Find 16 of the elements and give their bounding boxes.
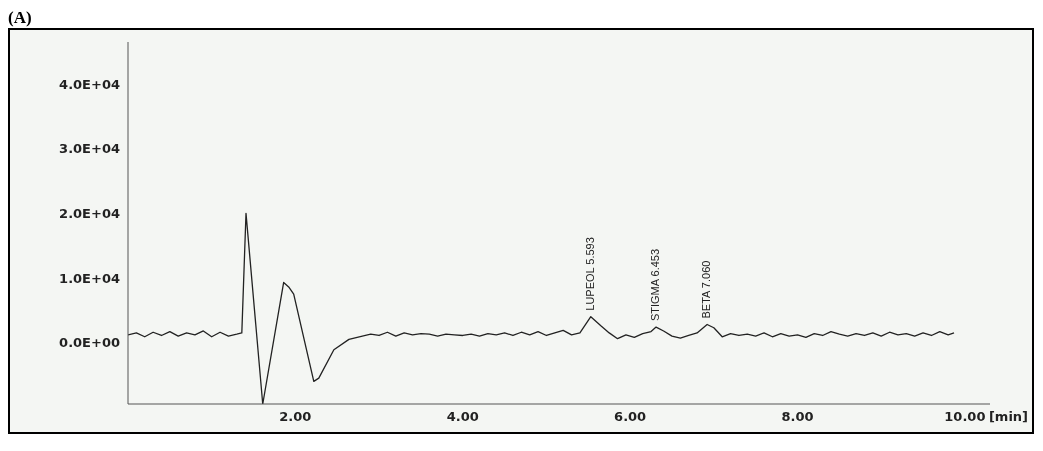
y-tick-label: 4.0E+04 bbox=[59, 76, 120, 92]
x-tick-label: 4.00 bbox=[446, 409, 479, 425]
annotation: LUPEOL 5.593 bbox=[583, 237, 596, 311]
x-tick-label: 10.00 bbox=[944, 409, 986, 425]
line-series bbox=[128, 212, 955, 404]
annotation: STIGMA 6.453 bbox=[648, 248, 661, 322]
x-tick-label: 6.00 bbox=[614, 409, 647, 425]
y-tick-label: 3.0E+04 bbox=[59, 141, 120, 157]
x-axis-title: [min] bbox=[988, 409, 1029, 424]
x-tick-label: 2.00 bbox=[279, 409, 312, 425]
annotation: BETA 7.060 bbox=[700, 260, 713, 319]
chart-title: (A) bbox=[8, 8, 33, 28]
y-tick-label: 1.0E+04 bbox=[59, 270, 120, 286]
y-tick-label: 2.0E+04 bbox=[59, 205, 120, 221]
y-tick-label: 0.0E+00 bbox=[59, 335, 120, 351]
x-tick-label: 8.00 bbox=[781, 409, 814, 425]
